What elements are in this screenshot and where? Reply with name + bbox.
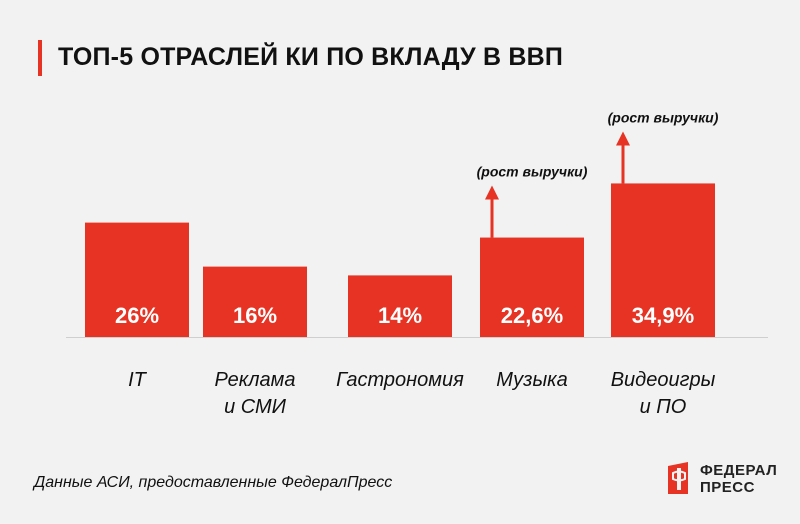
source-note: Данные АСИ, предоставленные ФедералПресс (34, 474, 393, 491)
bar (480, 237, 584, 337)
bar-value-label: 34,9% (632, 303, 694, 328)
bar (348, 275, 452, 337)
logo-line-2: ПРЕСС (700, 479, 755, 496)
bar (611, 183, 715, 337)
bar-value-label: 26% (115, 303, 159, 328)
category-label: Музыка (496, 369, 567, 391)
category-label: Реклама (215, 369, 296, 391)
logo-line-1: ФЕДЕРАЛ (700, 462, 778, 479)
federalpress-logo-icon (668, 462, 688, 494)
growth-annotation: (рост выручки) (477, 164, 588, 180)
bar (85, 222, 189, 337)
bar-value-label: 14% (378, 303, 422, 328)
category-label: IT (128, 369, 148, 391)
growth-arrow-head (485, 185, 499, 200)
category-label: и СМИ (224, 396, 287, 418)
growth-arrow-head (616, 131, 630, 146)
category-label: Видеоигры (611, 369, 716, 391)
bar (203, 266, 307, 337)
title-accent-bar (38, 40, 42, 76)
bar-value-label: 16% (233, 303, 277, 328)
bar-value-label: 22,6% (501, 303, 563, 328)
chart-title: ТОП-5 ОТРАСЛЕЙ КИ ПО ВКЛАДУ В ВВП (58, 43, 564, 71)
growth-annotation: (рост выручки) (608, 109, 719, 125)
category-label: и ПО (640, 396, 687, 418)
federalpress-logo-text: ФЕДЕРАЛ ПРЕСС (700, 462, 777, 496)
category-label: Гастрономия (336, 369, 464, 391)
federalpress-logo: ФЕДЕРАЛ ПРЕСС (664, 460, 784, 500)
